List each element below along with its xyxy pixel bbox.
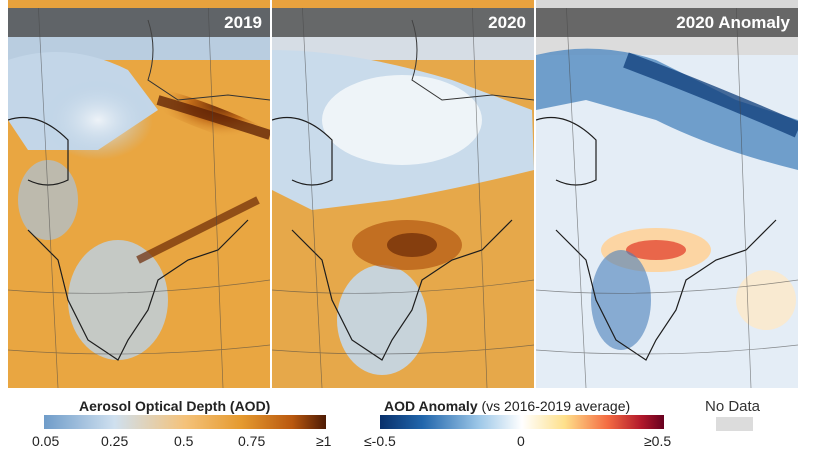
anomaly-legend-title-main: AOD Anomaly <box>384 398 478 414</box>
aod-map-2019 <box>8 0 270 388</box>
aod-tick: 0.5 <box>174 433 194 449</box>
nodata-label: No Data <box>705 398 761 415</box>
anomaly-legend: AOD Anomaly (vs 2016-2019 average) ≤-0.5… <box>364 388 672 459</box>
aod-tick: ≥1 <box>316 433 332 449</box>
aod-tick: 0.25 <box>101 433 129 449</box>
anomaly-tick: ≥0.5 <box>644 433 672 449</box>
aod-map-2020 <box>272 0 534 388</box>
aod-colorbar <box>44 415 326 429</box>
top-strip <box>8 0 270 8</box>
map-panel-2019: 2019 <box>8 0 270 388</box>
map-panel-2020: 2020 <box>272 0 534 388</box>
anomaly-colorbar <box>380 415 664 429</box>
panel-title: 2020 Anomaly <box>536 8 798 37</box>
anomaly-tick: ≤-0.5 <box>364 433 396 449</box>
map-panel-anomaly: 2020 Anomaly <box>536 0 798 388</box>
anomaly-legend-title: AOD Anomaly (vs 2016-2019 average) <box>384 398 630 414</box>
anomaly-tick: 0 <box>517 433 525 449</box>
aod-anomaly-map <box>536 0 798 388</box>
aod-tick: 0.75 <box>238 433 266 449</box>
aod-legend: Aerosol Optical Depth (AOD) 0.05 0.25 0.… <box>0 388 380 459</box>
panel-title: 2019 <box>8 8 270 37</box>
top-strip <box>536 0 798 8</box>
panel-title: 2020 <box>272 8 534 37</box>
aod-tick: 0.05 <box>32 433 60 449</box>
anomaly-legend-subtitle: (vs 2016-2019 average) <box>481 398 631 414</box>
aod-legend-title: Aerosol Optical Depth (AOD) <box>79 398 271 414</box>
top-strip <box>272 0 534 8</box>
nodata-swatch <box>716 417 753 431</box>
